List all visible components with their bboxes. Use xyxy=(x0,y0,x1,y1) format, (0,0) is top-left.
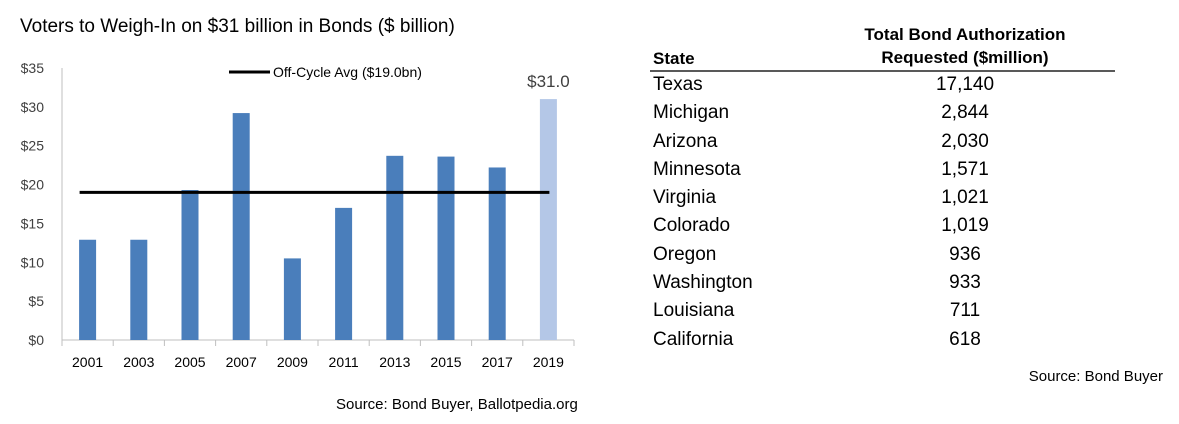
chart-title: Voters to Weigh-In on $31 billion in Bon… xyxy=(20,16,455,37)
amount-cell: 2,844 xyxy=(941,102,989,124)
y-tick-label: $15 xyxy=(21,215,45,231)
state-column-header: State xyxy=(653,49,695,68)
bond-table: State Total Bond Authorization Requested… xyxy=(650,24,1115,355)
y-tick-label: $20 xyxy=(21,177,45,193)
state-cell: Virginia xyxy=(653,187,717,209)
table-row: Minnesota 1,571 xyxy=(650,157,1115,185)
table-row: Oregon 936 xyxy=(650,242,1115,270)
amount-cell: 1,571 xyxy=(941,158,989,180)
amount-column-header: Total Bond Authorization Requested ($mil… xyxy=(850,23,1080,69)
bar xyxy=(488,167,506,340)
bar xyxy=(283,258,301,340)
y-tick-label: $5 xyxy=(28,293,44,309)
bar xyxy=(79,239,97,340)
bar xyxy=(232,113,250,341)
x-tick-label: 2017 xyxy=(482,354,513,370)
table-row: Michigan 2,844 xyxy=(650,100,1115,128)
amount-cell: 1,021 xyxy=(941,187,989,209)
bar xyxy=(386,155,404,340)
data-label: $31.0 xyxy=(527,72,570,91)
bar xyxy=(181,190,199,340)
y-tick-label: $0 xyxy=(28,332,44,348)
amount-header-line1: Total Bond Authorization xyxy=(864,25,1066,44)
bar-chart: $0 $5 $10 $15 $20 $25 $30 $35 2001 2003 2005 2007 20… xyxy=(21,60,575,370)
y-tick-label: $10 xyxy=(21,254,45,270)
state-cell: Louisiana xyxy=(653,300,735,322)
x-tick-label: 2013 xyxy=(379,354,410,370)
state-cell: Minnesota xyxy=(653,158,741,180)
x-tick-label: 2015 xyxy=(430,354,461,370)
table-row: Colorado 1,019 xyxy=(650,213,1115,241)
table-row: Arizona 2,030 xyxy=(650,129,1115,157)
state-cell: Texas xyxy=(653,74,703,95)
state-cell: Michigan xyxy=(653,102,730,124)
amount-cell: 933 xyxy=(949,272,981,294)
amount-header-line2: Requested ($million) xyxy=(881,48,1049,67)
amount-cell: 711 xyxy=(949,300,981,322)
x-tick-label: 2007 xyxy=(226,354,257,370)
state-cell: Colorado xyxy=(653,215,731,237)
bar xyxy=(130,239,148,340)
table-row: Louisiana 711 xyxy=(650,298,1115,326)
table-row: Washington 933 xyxy=(650,270,1115,298)
state-cell: Arizona xyxy=(653,130,718,152)
x-tick-label: 2019 xyxy=(533,354,564,370)
table-source: Source: Bond Buyer xyxy=(1028,368,1163,385)
table-body: Texas 17,140 Michigan 2,844 Arizona 2,030 Minn… xyxy=(650,72,1115,355)
state-cell: Oregon xyxy=(653,243,717,265)
x-tick-label: 2003 xyxy=(123,354,154,370)
chart-source: Source: Bond Buyer, Ballotpedia.org xyxy=(336,396,578,413)
amount-cell: 2,030 xyxy=(941,130,989,152)
x-tick-label: 2011 xyxy=(329,354,359,370)
state-cell: California xyxy=(653,328,734,350)
y-tick-label: $25 xyxy=(21,138,45,154)
state-cell: Washington xyxy=(653,272,753,294)
x-tick-label: 2001 xyxy=(72,354,103,370)
table-row: California 618 xyxy=(650,327,1115,355)
bar xyxy=(437,156,455,340)
table-row: Virginia 1,021 xyxy=(650,185,1115,213)
table-header: State Total Bond Authorization Requested… xyxy=(650,24,1115,72)
amount-cell: 618 xyxy=(949,328,981,350)
table-row: Texas 17,140 xyxy=(650,72,1115,100)
y-tick-label: $35 xyxy=(21,60,45,76)
x-tick-label: 2005 xyxy=(174,354,205,370)
legend-label: Off-Cycle Avg ($19.0bn) xyxy=(273,64,422,80)
amount-cell: 1,019 xyxy=(941,215,989,237)
amount-cell: 936 xyxy=(949,243,981,265)
amount-cell: 17,140 xyxy=(935,74,995,95)
bar-highlight xyxy=(539,99,557,340)
bar xyxy=(335,207,353,340)
x-tick-label: 2009 xyxy=(277,354,308,370)
y-tick-label: $30 xyxy=(21,99,45,115)
